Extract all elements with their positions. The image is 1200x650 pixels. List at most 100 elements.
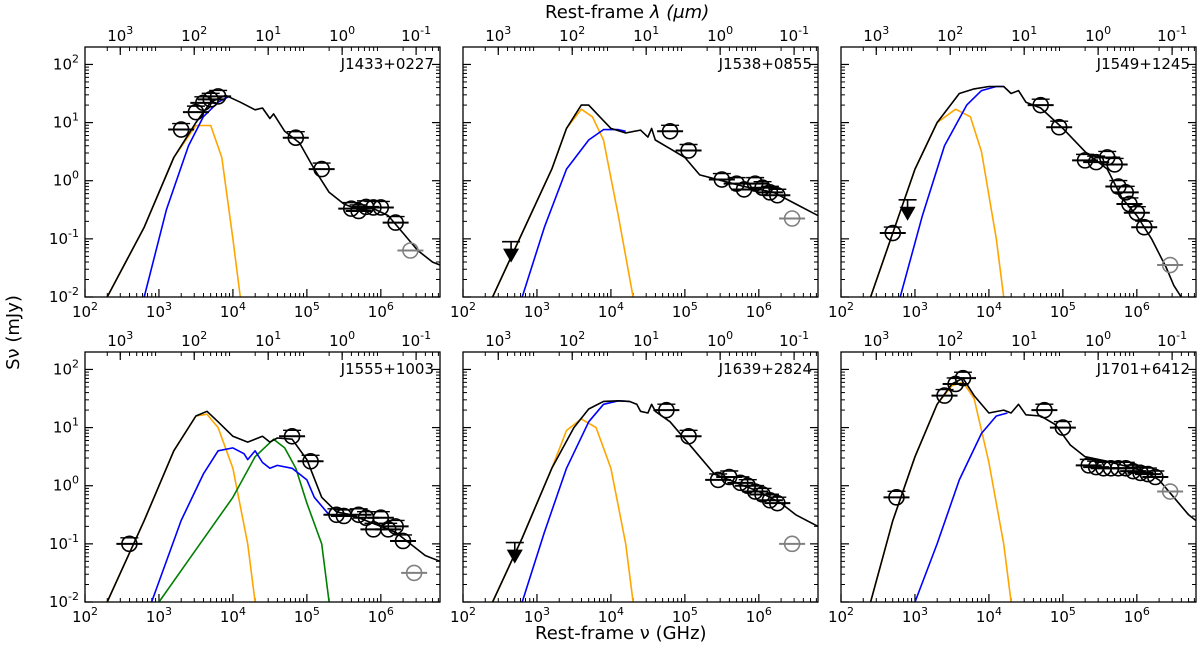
top-tick-label: 102 bbox=[559, 24, 585, 45]
extra-component-curve bbox=[158, 438, 330, 602]
data-point bbox=[936, 387, 953, 404]
top-tick-label: 101 bbox=[1011, 329, 1037, 350]
data-point bbox=[888, 489, 905, 506]
x-tick-label: 105 bbox=[672, 605, 698, 626]
model-curves bbox=[491, 400, 818, 602]
y-axis-label: Sν (mJy) bbox=[2, 295, 24, 370]
x-tick-label: 106 bbox=[368, 605, 394, 626]
model-curves bbox=[869, 377, 1196, 602]
top-axis-label-prefix: Rest-frame bbox=[545, 2, 650, 23]
x-tick-label: 106 bbox=[1124, 300, 1150, 321]
x-tick-label: 102 bbox=[828, 605, 854, 626]
warm-dust-curve bbox=[150, 447, 330, 602]
gray-data-point bbox=[783, 210, 801, 227]
y-tick-label: 10-1 bbox=[49, 227, 79, 248]
top-tick-label: 101 bbox=[255, 329, 281, 350]
top-tick-label: 103 bbox=[863, 24, 889, 45]
x-tick-label: 103 bbox=[524, 300, 550, 321]
data-point bbox=[661, 123, 679, 140]
model-curves bbox=[491, 104, 818, 297]
x-tick-label: 103 bbox=[902, 605, 928, 626]
x-tick-label: 105 bbox=[672, 300, 698, 321]
x-tick-label: 103 bbox=[524, 605, 550, 626]
gray-data-point bbox=[1161, 483, 1179, 500]
top-axis-label-unit: (μm) bbox=[666, 2, 710, 23]
top-tick-label: 100 bbox=[1085, 24, 1111, 45]
photometry bbox=[168, 88, 424, 259]
data-point bbox=[954, 369, 972, 387]
x-tick-label: 105 bbox=[1050, 300, 1076, 321]
model-curves bbox=[869, 85, 1182, 297]
data-point bbox=[680, 428, 697, 445]
top-tick-label: 100 bbox=[329, 329, 355, 350]
panel-title: J1538+0855 bbox=[718, 55, 812, 73]
panel-j1555+1003: 102 103 104 105 106 103 102 101 100 10-1 10-2 10-1 1… bbox=[49, 329, 441, 626]
top-tick-label: 100 bbox=[707, 24, 733, 45]
data-point bbox=[769, 186, 786, 204]
cold-dust-curve bbox=[106, 124, 242, 297]
photometry bbox=[116, 428, 428, 582]
top-tick-label: 100 bbox=[329, 24, 355, 45]
data-point bbox=[761, 491, 779, 509]
cold-dust-curve bbox=[106, 413, 256, 602]
panel-title: J1549+1245 bbox=[1096, 55, 1190, 73]
top-tick-label: 102 bbox=[937, 24, 963, 45]
top-tick-label: 10-1 bbox=[1157, 24, 1187, 45]
data-point bbox=[1117, 459, 1135, 477]
data-point bbox=[387, 214, 404, 231]
y-tick-label: 10-2 bbox=[49, 285, 79, 306]
data-point bbox=[713, 171, 731, 188]
top-tick-label: 102 bbox=[559, 329, 585, 350]
data-point bbox=[680, 142, 697, 159]
panel-title: J1555+1003 bbox=[340, 360, 434, 378]
data-point bbox=[1128, 204, 1146, 221]
y-tick-label: 10-2 bbox=[49, 590, 79, 611]
data-point bbox=[1106, 156, 1123, 173]
y-tick-label: 102 bbox=[53, 357, 79, 378]
data-point bbox=[1147, 468, 1164, 486]
data-point bbox=[283, 428, 301, 445]
x-tick-label: 103 bbox=[146, 300, 172, 321]
x-tick-label: 104 bbox=[598, 300, 624, 321]
y-tick-label: 101 bbox=[53, 111, 79, 132]
warm-dust-curve bbox=[914, 412, 1008, 602]
model-curves bbox=[106, 94, 440, 297]
top-tick-label: 103 bbox=[863, 329, 889, 350]
top-tick-label: 10-1 bbox=[401, 24, 431, 45]
x-tick-label: 106 bbox=[746, 605, 772, 626]
panel-title: J1701+6412 bbox=[1096, 360, 1190, 378]
panel-frame bbox=[84, 46, 441, 298]
x-tick-label: 102 bbox=[72, 605, 98, 626]
data-point bbox=[313, 160, 330, 178]
panel-frame bbox=[462, 351, 819, 603]
photometry bbox=[879, 96, 1184, 274]
y-tick-label: 100 bbox=[53, 169, 79, 190]
total-model-curve bbox=[869, 377, 1196, 602]
data-point bbox=[328, 506, 345, 524]
data-point bbox=[121, 535, 138, 553]
panel-j1433+0227: 102 103 104 105 106 103 102 101 100 10-1 10-2 10-1 1… bbox=[49, 24, 441, 321]
x-tick-label: 104 bbox=[220, 605, 246, 626]
cold-dust-curve bbox=[869, 108, 1005, 297]
data-point bbox=[709, 471, 727, 489]
top-tick-label: 102 bbox=[181, 24, 207, 45]
data-point bbox=[202, 91, 220, 108]
panel-j1549+1245: 102 103 104 105 106 103 102 101 100 10-1 J1549+124… bbox=[828, 24, 1197, 321]
gray-data-point bbox=[405, 564, 423, 582]
warm-dust-curve bbox=[143, 95, 230, 297]
top-tick-label: 103 bbox=[107, 24, 133, 45]
bottom-axis-label: Rest-frame ν (GHz) bbox=[535, 623, 707, 644]
x-tick-label: 104 bbox=[220, 300, 246, 321]
y-tick-label: 101 bbox=[53, 416, 79, 437]
top-tick-label: 10-1 bbox=[779, 24, 809, 45]
warm-dust-curve bbox=[521, 128, 626, 297]
total-model-curve bbox=[106, 94, 440, 297]
panel-frame bbox=[840, 351, 1197, 603]
data-point bbox=[884, 224, 902, 242]
data-point bbox=[172, 121, 190, 138]
total-model-curve bbox=[491, 104, 818, 297]
top-tick-label: 103 bbox=[485, 24, 511, 45]
data-point bbox=[1135, 218, 1153, 236]
x-tick-label: 102 bbox=[450, 300, 476, 321]
